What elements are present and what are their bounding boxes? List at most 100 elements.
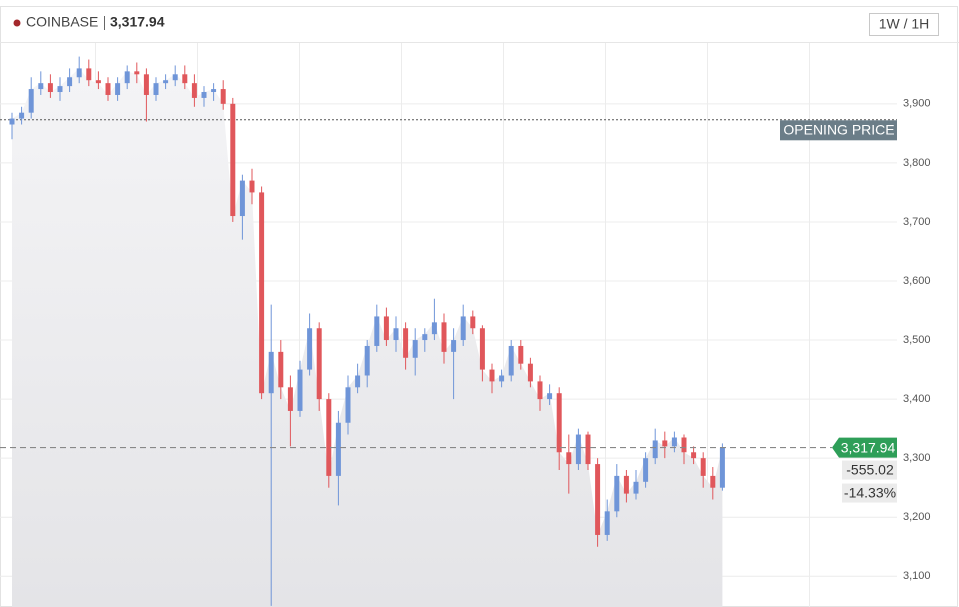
candle-body: [556, 393, 562, 453]
candle-body: [86, 68, 92, 81]
interval-button[interactable]: [869, 13, 939, 36]
change-tag: [842, 460, 897, 480]
candle-body: [134, 71, 140, 75]
candle-body: [460, 316, 466, 341]
candle-body: [431, 322, 437, 335]
y-tick-label: 3,800: [903, 157, 931, 169]
candle-body: [499, 375, 505, 382]
candle-body: [671, 437, 677, 447]
candle-body: [441, 322, 447, 352]
candle-body: [211, 89, 217, 93]
candle-body: [326, 399, 332, 476]
y-tick-label: 3,300: [903, 452, 931, 464]
current-price-label: 3,317.94: [841, 439, 896, 455]
candle-body: [412, 340, 418, 358]
current-price-tag: [832, 437, 897, 458]
candle-body: [163, 80, 169, 84]
candle-body: [700, 458, 706, 476]
candle-body: [153, 83, 159, 95]
candle-body: [47, 83, 53, 93]
candle-body: [67, 77, 73, 87]
candle-body: [335, 422, 341, 476]
candle-body: [393, 328, 399, 341]
y-tick-label: 3,700: [903, 216, 931, 228]
candle-body: [297, 369, 303, 411]
candle-body: [566, 452, 572, 465]
interval-label[interactable]: 1W / 1H: [879, 16, 930, 32]
candle-body: [719, 447, 725, 488]
candle-body: [479, 328, 485, 370]
price-label: 3,317.94: [110, 14, 165, 30]
candle-body: [220, 89, 226, 104]
candle-body: [585, 434, 591, 465]
candle-body: [95, 80, 101, 84]
candle-body: [259, 192, 265, 394]
candle-body: [364, 345, 370, 376]
price-area: [12, 68, 723, 607]
chart-title: COINBASE: [26, 14, 98, 30]
candle-body: [403, 328, 409, 358]
plot: 3,100 3,200 3,300 3,400 3,500 3,600 3,700 3,800…: [0, 56, 931, 607]
candle-body: [287, 387, 293, 411]
candle-body: [316, 328, 322, 400]
candle-body: [268, 351, 274, 394]
live-dot: [13, 19, 21, 27]
candle-body: [230, 103, 236, 217]
candle-body: [76, 68, 82, 78]
candle-body: [191, 83, 197, 98]
candle-body: [374, 316, 380, 346]
candle-body: [19, 112, 25, 119]
candle-body: [470, 316, 476, 329]
candle-body: [691, 452, 697, 459]
candle-body: [662, 440, 668, 447]
candle-body: [575, 434, 581, 465]
candle-body: [652, 440, 658, 459]
candle-body: [518, 345, 524, 364]
candle-body: [595, 464, 601, 535]
candle-body: [643, 458, 649, 482]
candle-body: [547, 393, 553, 400]
candle-body: [239, 180, 245, 217]
candle-body: [201, 92, 207, 98]
candle-body: [710, 475, 716, 488]
candle-body: [28, 89, 34, 113]
candle-body: [422, 334, 428, 341]
candle-body: [124, 71, 130, 84]
candle-body: [307, 328, 313, 370]
candle-body: [355, 375, 361, 388]
candle-body: [537, 381, 543, 400]
y-tick-label: 3,200: [903, 511, 931, 523]
candle-body: [614, 475, 620, 512]
change-pct-tag: [842, 483, 897, 503]
candle-body: [508, 345, 514, 376]
y-tick-label: 3,600: [903, 275, 931, 287]
change-pct-label: -14.33%: [844, 484, 896, 500]
candle-body: [105, 83, 111, 95]
opening-price-tag: [780, 120, 897, 141]
change-label: -555.02: [846, 461, 894, 477]
candle-body: [345, 387, 351, 423]
candle-body: [172, 74, 178, 81]
candle-body: [278, 351, 284, 388]
y-tick-label: 3,900: [903, 98, 931, 110]
candle-body: [489, 369, 495, 382]
candle-body: [9, 118, 15, 125]
candle-body: [527, 363, 533, 382]
candle-body: [249, 180, 255, 193]
y-tick-label: 3,400: [903, 393, 931, 405]
candle-body: [681, 437, 687, 453]
candle-body: [57, 86, 63, 93]
candle-body: [383, 316, 389, 341]
y-tick-label: 3,100: [903, 570, 931, 582]
candle-body: [623, 475, 629, 494]
candle-body: [182, 74, 188, 84]
opening-price-label: OPENING PRICE: [783, 122, 894, 138]
y-tick-label: 3,500: [903, 334, 931, 346]
candle-body: [633, 481, 639, 494]
candle-body: [604, 511, 610, 535]
candle-body: [143, 74, 149, 95]
candle-body: [38, 83, 44, 90]
candle-body: [451, 340, 457, 352]
candle-body: [115, 83, 121, 95]
